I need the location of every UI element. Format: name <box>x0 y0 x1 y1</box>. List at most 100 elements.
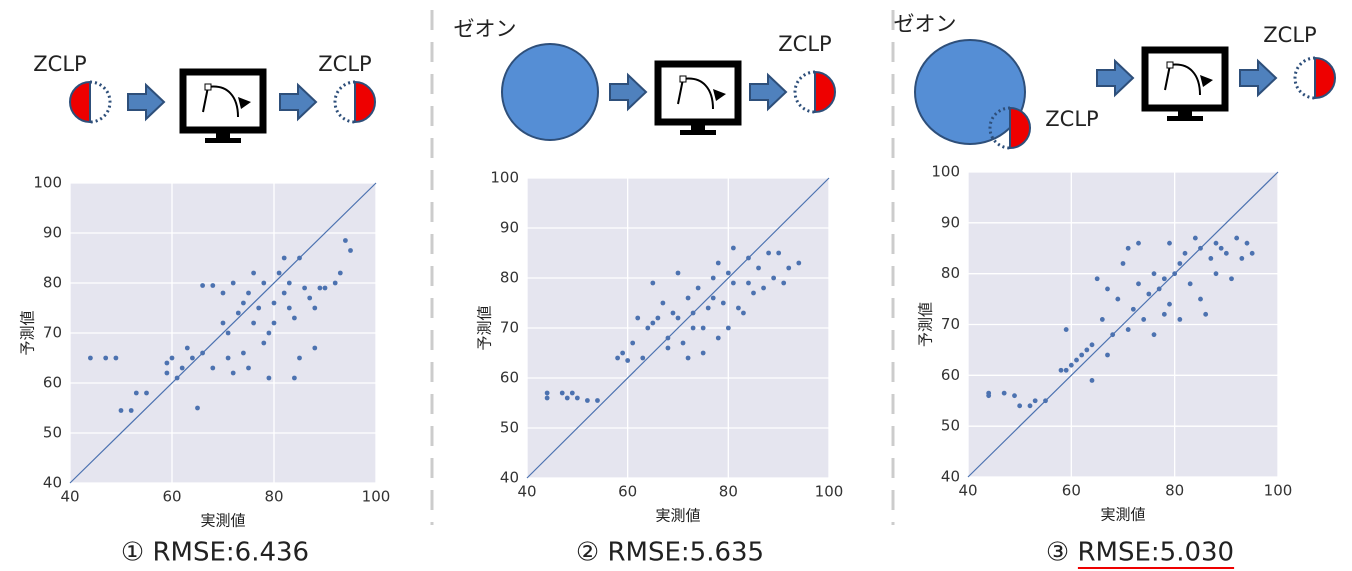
point <box>1177 261 1182 266</box>
point <box>261 281 266 286</box>
point <box>1172 271 1177 276</box>
annotation: ZCLP <box>1045 107 1098 131</box>
y-tick-label: 40 <box>500 469 519 487</box>
point <box>545 396 550 401</box>
y-tick-label: 40 <box>43 474 62 492</box>
point <box>640 356 645 361</box>
point <box>103 356 108 361</box>
point <box>1183 251 1188 256</box>
point <box>1064 327 1069 332</box>
point <box>716 336 721 341</box>
x-tick-label: 100 <box>1264 482 1293 500</box>
point <box>1100 317 1105 322</box>
point <box>771 276 776 281</box>
point <box>565 396 570 401</box>
annotation: ZCLP <box>778 32 831 56</box>
point <box>691 311 696 316</box>
point <box>620 351 625 356</box>
y-tick-label: 50 <box>43 424 62 442</box>
point <box>1033 398 1038 403</box>
x-tick-label: 40 <box>958 482 977 500</box>
point <box>200 283 205 288</box>
caption: ① RMSE:6.436 <box>121 538 309 568</box>
point <box>1126 246 1131 251</box>
x-axis-label: 実測値 <box>655 507 700 525</box>
point <box>1229 276 1234 281</box>
point <box>711 296 716 301</box>
x-tick-label: 80 <box>719 483 738 501</box>
point <box>1131 307 1136 312</box>
point <box>1079 353 1084 358</box>
point <box>1084 348 1089 353</box>
y-tick-label: 90 <box>941 213 960 231</box>
point <box>661 301 666 306</box>
point <box>776 251 781 256</box>
point <box>786 266 791 271</box>
caption: ② RMSE:5.635 <box>576 538 764 568</box>
y-tick-label: 40 <box>941 468 960 486</box>
y-tick-label: 50 <box>500 419 519 437</box>
point <box>88 356 93 361</box>
point <box>1043 398 1048 403</box>
x-tick-label: 80 <box>264 488 283 506</box>
point <box>1234 236 1239 241</box>
point <box>231 371 236 376</box>
point <box>666 336 671 341</box>
x-tick-label: 100 <box>815 483 844 501</box>
point <box>686 296 691 301</box>
point <box>1162 312 1167 317</box>
point <box>256 306 261 311</box>
point <box>185 346 190 351</box>
point <box>241 351 246 356</box>
y-axis-label: 予測値 <box>476 305 494 350</box>
y-tick-label: 80 <box>941 264 960 282</box>
point <box>706 306 711 311</box>
point <box>338 271 343 276</box>
point <box>226 356 231 361</box>
point <box>226 331 231 336</box>
y-tick-label: 60 <box>500 369 519 387</box>
point <box>781 281 786 286</box>
point <box>236 311 241 316</box>
point <box>615 356 620 361</box>
point <box>691 326 696 331</box>
annotation: ZCLP <box>33 52 86 76</box>
point <box>323 286 328 291</box>
point <box>114 356 119 361</box>
point <box>741 311 746 316</box>
point <box>986 393 991 398</box>
diagram-2 <box>502 44 835 140</box>
point <box>726 271 731 276</box>
point <box>221 291 226 296</box>
point <box>307 296 312 301</box>
point <box>1002 391 1007 396</box>
y-tick-label: 80 <box>500 269 519 287</box>
point <box>726 326 731 331</box>
point <box>1136 241 1141 246</box>
point <box>655 316 660 321</box>
point <box>635 316 640 321</box>
point <box>650 281 655 286</box>
point <box>1250 251 1255 256</box>
point <box>1017 403 1022 408</box>
point <box>1121 261 1126 266</box>
point <box>1110 332 1115 337</box>
point <box>1090 342 1095 347</box>
y-tick-label: 70 <box>43 324 62 342</box>
figure: 406080100405060708090100実測値予測値① RMSE:6.4… <box>0 0 1352 571</box>
y-tick-label: 90 <box>500 219 519 237</box>
point <box>231 281 236 286</box>
point <box>119 408 124 413</box>
point <box>318 286 323 291</box>
point <box>761 286 766 291</box>
point <box>1245 241 1250 246</box>
point <box>221 321 226 326</box>
y-tick-label: 90 <box>43 224 62 242</box>
point <box>1141 317 1146 322</box>
point <box>1219 246 1224 251</box>
point <box>731 246 736 251</box>
point <box>1214 271 1219 276</box>
point <box>711 276 716 281</box>
diagram-3 <box>915 40 1335 148</box>
point <box>1198 246 1203 251</box>
